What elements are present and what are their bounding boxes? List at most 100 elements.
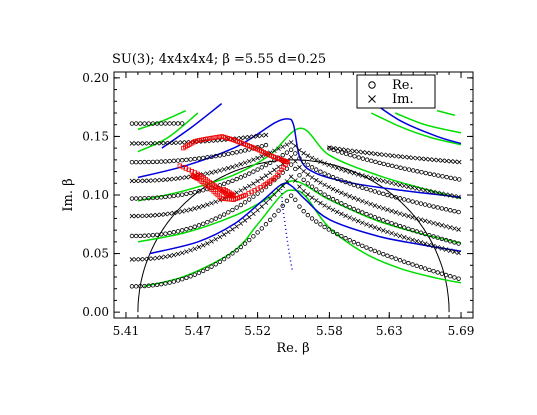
marker-cross: [348, 148, 353, 153]
marker-cross: [276, 146, 281, 152]
marker-circle: [175, 158, 181, 163]
marker-circle: [180, 121, 185, 126]
red-square-marker: [209, 135, 215, 141]
marker-circle: [394, 164, 399, 170]
marker-circle: [410, 199, 415, 204]
marker-cross: [431, 157, 437, 163]
marker-cross: [242, 186, 248, 191]
marker-circle: [439, 206, 445, 211]
marker-circle: [373, 159, 378, 165]
marker-circle: [381, 191, 386, 197]
marker-cross: [221, 232, 227, 237]
marker-cross: [343, 147, 349, 153]
marker-cross: [343, 213, 348, 219]
marker-cross: [280, 183, 286, 189]
marker-cross: [380, 206, 386, 211]
marker-circle: [372, 189, 378, 194]
marker-cross: [234, 224, 239, 229]
marker-circle: [196, 270, 202, 276]
marker-cross: [410, 237, 415, 243]
marker-cross: [448, 159, 454, 164]
marker-cross: [146, 256, 151, 262]
marker-circle: [138, 159, 143, 165]
marker-cross: [385, 207, 390, 212]
marker-circle: [427, 171, 433, 177]
marker-circle: [242, 241, 248, 246]
marker-cross: [385, 229, 390, 235]
marker-cross: [163, 254, 168, 260]
marker-circle: [431, 268, 436, 274]
marker-cross: [255, 133, 260, 139]
marker-circle: [335, 148, 340, 154]
marker-circle: [456, 209, 461, 215]
marker-cross: [259, 133, 265, 138]
marker-circle: [343, 151, 349, 157]
marker-cross: [431, 243, 436, 249]
marker-cross: [154, 177, 160, 183]
marker-circle: [129, 159, 135, 165]
marker-circle: [351, 182, 357, 188]
marker-cross: [326, 205, 332, 211]
marker-cross: [221, 167, 227, 172]
marker-circle: [188, 225, 193, 231]
marker-circle: [205, 220, 210, 225]
marker-cross: [225, 165, 231, 171]
red-square-marker: [212, 135, 217, 140]
marker-circle: [376, 250, 382, 255]
marker-circle: [293, 197, 298, 203]
marker-circle: [192, 156, 197, 162]
x-tick-label: 5.41: [113, 324, 140, 338]
marker-cross: [406, 184, 411, 190]
marker-cross: [293, 143, 298, 149]
marker-circle: [184, 157, 189, 163]
marker-circle: [184, 191, 189, 197]
marker-cross: [272, 148, 277, 154]
marker-cross: [150, 141, 156, 146]
marker-cross: [347, 169, 353, 175]
marker-circle: [150, 159, 156, 165]
marker-cross: [188, 207, 193, 212]
marker-cross: [171, 210, 177, 216]
marker-circle: [196, 223, 202, 228]
marker-cross: [376, 177, 382, 183]
marker-cross: [259, 154, 265, 159]
red-square-marker: [186, 167, 191, 173]
marker-circle: [393, 195, 399, 200]
marker-circle: [418, 201, 424, 206]
marker-cross: [205, 171, 210, 176]
marker-cross: [263, 200, 269, 206]
marker-circle: [234, 176, 239, 182]
marker-circle: [192, 224, 197, 229]
marker-cross: [427, 188, 432, 194]
marker-cross: [444, 158, 449, 164]
marker-cross: [422, 218, 428, 224]
marker-cross: [133, 213, 139, 219]
marker-cross: [209, 170, 214, 175]
marker-circle: [205, 155, 210, 160]
marker-cross: [276, 188, 281, 193]
marker-circle: [385, 162, 391, 168]
marker-cross: [360, 220, 365, 226]
marker-cross: [326, 162, 332, 168]
marker-cross: [385, 152, 391, 158]
marker-circle: [318, 222, 323, 227]
marker-circle: [175, 121, 181, 126]
marker-circle: [234, 150, 239, 155]
marker-circle: [200, 268, 206, 274]
marker-cross: [347, 194, 353, 199]
marker-circle: [293, 151, 298, 156]
marker-cross: [297, 184, 302, 189]
marker-circle: [238, 202, 244, 208]
x-tick-label: 5.47: [184, 324, 211, 338]
marker-cross: [326, 184, 332, 190]
marker-circle: [288, 193, 294, 198]
marker-cross: [175, 140, 181, 145]
marker-cross: [427, 157, 433, 162]
marker-circle: [368, 247, 373, 252]
marker-circle: [397, 223, 403, 229]
marker-cross: [443, 247, 449, 252]
marker-cross: [167, 177, 172, 182]
marker-circle: [288, 162, 294, 167]
marker-cross: [418, 240, 424, 245]
marker-circle: [167, 158, 172, 164]
